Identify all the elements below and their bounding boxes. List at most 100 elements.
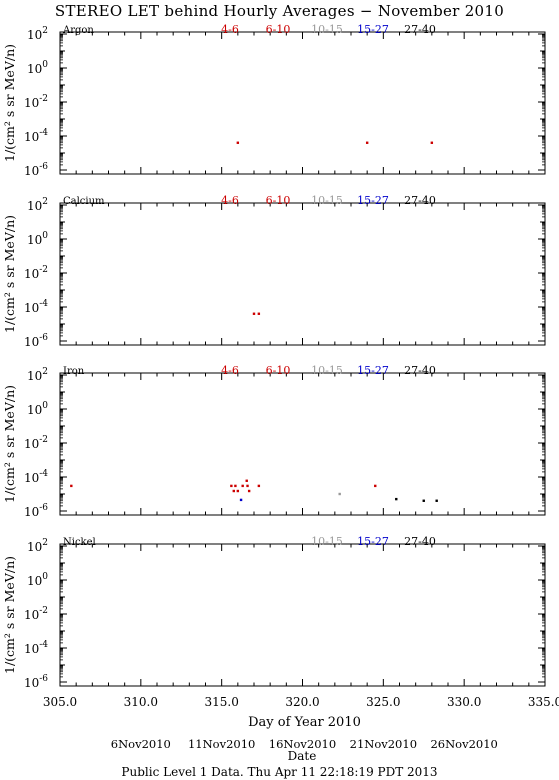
- element-label: Argon: [62, 25, 94, 36]
- y-tick-base: 10: [27, 28, 42, 42]
- legend-entry: 6-10: [266, 364, 291, 377]
- date-tick-label: 21Nov2010: [350, 737, 417, 751]
- y-tick-base: 10: [24, 130, 39, 144]
- x-tick-label: 320.0: [285, 695, 319, 709]
- x-tick-label: 315.0: [204, 695, 238, 709]
- y-tick-label: 102: [27, 367, 48, 383]
- legend-entry: 15-27: [357, 194, 389, 207]
- element-label: Calcium: [63, 196, 105, 207]
- y-tick-exponent: 0: [42, 231, 48, 241]
- panel-frame: [59, 31, 546, 175]
- y-tick-exponent: -2: [39, 94, 48, 104]
- legend-entry: 10-15: [311, 23, 343, 36]
- element-label: Nickel: [63, 537, 96, 548]
- y-tick-label: 10-4: [24, 640, 48, 656]
- data-point: [247, 489, 251, 493]
- y-tick-exponent: -6: [39, 162, 48, 172]
- y-tick-exponent: -2: [39, 265, 48, 275]
- data-point: [435, 499, 438, 502]
- y-tick-exponent: -6: [39, 674, 48, 684]
- panel-frame: [59, 202, 546, 346]
- y-tick-exponent: -4: [39, 299, 48, 309]
- footer-text: Public Level 1 Data. Thu Apr 11 22:18:19…: [121, 765, 438, 779]
- data-point: [252, 312, 256, 315]
- y-tick-exponent: -4: [39, 640, 48, 650]
- legend-entry: 10-15: [311, 364, 343, 377]
- y-tick-label: 10-6: [24, 674, 48, 690]
- y-tick-label: 10-2: [24, 435, 48, 451]
- y-tick-base: 10: [27, 403, 42, 417]
- data-point: [230, 484, 233, 488]
- panel-frame: [59, 372, 546, 516]
- data-point: [245, 479, 248, 482]
- y-tick-base: 10: [24, 676, 39, 690]
- y-tick-exponent: -6: [39, 503, 48, 513]
- legend-entry: 10-15: [311, 194, 343, 207]
- y-tick-label: 102: [27, 26, 48, 42]
- y-tick-exponent: 0: [42, 572, 48, 582]
- data-point: [246, 484, 249, 488]
- y-tick-exponent: -6: [39, 333, 48, 343]
- data-point: [422, 499, 425, 502]
- y-tick-exponent: -2: [39, 606, 48, 616]
- data-point: [257, 484, 261, 488]
- y-tick-base: 10: [27, 540, 42, 554]
- legend-entry: 27-40: [404, 535, 436, 548]
- y-tick-exponent: -4: [39, 469, 48, 479]
- y-tick-base: 10: [24, 301, 39, 315]
- x-tick-label: 335.0: [528, 695, 559, 709]
- data-point: [395, 497, 398, 501]
- y-tick-base: 10: [27, 233, 42, 247]
- x-tick-label: 310.0: [124, 695, 158, 709]
- y-axis-label: 1/(cm² s sr MeV/n): [2, 44, 17, 162]
- data-point: [232, 489, 235, 493]
- legend-entry: 15-27: [357, 535, 389, 548]
- y-tick-label: 10-4: [24, 469, 48, 485]
- y-tick-base: 10: [24, 608, 39, 622]
- y-tick-label: 10-6: [24, 503, 48, 519]
- data-point: [234, 484, 237, 488]
- panel-frame: [59, 543, 546, 687]
- y-tick-base: 10: [27, 369, 42, 383]
- y-tick-base: 10: [24, 335, 39, 349]
- data-point: [365, 141, 369, 144]
- data-point: [70, 484, 73, 488]
- x-tick-label: 305.0: [43, 695, 77, 709]
- y-tick-label: 10-2: [24, 94, 48, 110]
- legend-entry: 15-27: [357, 23, 389, 36]
- date-tick-label: 16Nov2010: [269, 737, 336, 751]
- y-tick-label: 10-2: [24, 606, 48, 622]
- y-tick-exponent: 2: [42, 538, 48, 548]
- data-point: [257, 312, 261, 315]
- legend-entry: 27-40: [404, 194, 436, 207]
- legend-entry: 10-15: [311, 535, 343, 548]
- y-tick-base: 10: [24, 96, 39, 110]
- y-tick-base: 10: [27, 574, 42, 588]
- y-tick-exponent: 0: [42, 60, 48, 70]
- legend-entry: 4-6: [221, 364, 239, 377]
- y-tick-exponent: 2: [42, 367, 48, 377]
- y-tick-base: 10: [24, 505, 39, 519]
- y-axis-label: 1/(cm² s sr MeV/n): [2, 215, 17, 333]
- data-point: [338, 492, 341, 496]
- y-tick-exponent: 2: [42, 26, 48, 36]
- date-tick-label: 26Nov2010: [430, 737, 497, 751]
- data-point: [236, 489, 240, 493]
- y-tick-exponent: -2: [39, 435, 48, 445]
- data-point: [241, 484, 244, 488]
- legend-entry: 15-27: [357, 364, 389, 377]
- y-axis-label: 1/(cm² s sr MeV/n): [2, 385, 17, 503]
- y-tick-exponent: 2: [42, 197, 48, 207]
- data-point: [374, 484, 377, 488]
- x-axis-label: Day of Year 2010: [248, 715, 361, 730]
- y-tick-base: 10: [27, 199, 42, 213]
- y-tick-exponent: -4: [39, 128, 48, 138]
- y-tick-label: 100: [27, 401, 48, 417]
- y-tick-base: 10: [24, 267, 39, 281]
- chart-title: STEREO LET behind Hourly Averages − Nove…: [54, 2, 505, 20]
- element-label: Iron: [63, 366, 85, 377]
